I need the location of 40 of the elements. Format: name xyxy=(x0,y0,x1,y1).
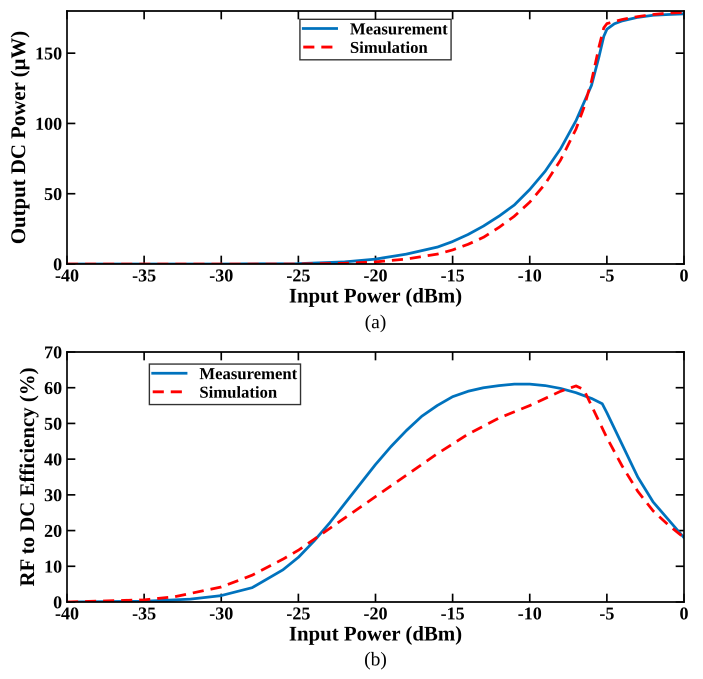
x-tick-label: -10 xyxy=(518,269,542,282)
x-tick-label: -20 xyxy=(364,269,387,282)
y-tick-label: 30 xyxy=(44,489,62,502)
y-tick-label: 20 xyxy=(44,524,62,538)
y-tick-label: 100 xyxy=(36,118,62,130)
x-tick-label: -35 xyxy=(132,607,156,620)
y-tick-label: 70 xyxy=(45,346,62,358)
x-tick-label: -30 xyxy=(210,269,233,282)
x-tick-label: -20 xyxy=(364,607,387,620)
x-tick-label: -10 xyxy=(518,607,542,620)
x-tick-label: -40 xyxy=(56,269,78,282)
y-tick-label: 150 xyxy=(36,47,62,60)
x-tick-label: -30 xyxy=(210,607,233,620)
legend-label: Simulation xyxy=(200,386,277,398)
x-axis-title: Input Power (dBm) xyxy=(290,288,462,307)
x-tick-label: 0 xyxy=(680,269,688,282)
x-tick-label: -25 xyxy=(287,607,310,620)
x-tick-label: -15 xyxy=(441,269,464,282)
x-tick-label: -15 xyxy=(441,607,464,620)
y-tick-label: 0 xyxy=(54,258,62,270)
y-tick-label: 40 xyxy=(44,453,62,466)
x-tick-label: -35 xyxy=(132,269,156,282)
x-tick-label: 0 xyxy=(680,607,688,620)
y-tick-label: 60 xyxy=(44,382,62,394)
x-tick-label: -5 xyxy=(600,270,614,282)
y-tick-label: 50 xyxy=(44,188,62,200)
text: (a) xyxy=(366,314,386,332)
x-tick-label: -25 xyxy=(287,269,310,282)
y-tick-label: 10 xyxy=(46,560,62,573)
text: (b) xyxy=(365,652,386,670)
x-tick-label: -5 xyxy=(600,608,614,620)
legend-label: Measurement xyxy=(200,368,298,380)
legend-label: Measurement xyxy=(350,23,448,35)
x-tick-label: -40 xyxy=(56,607,78,620)
y-tick-label: 0 xyxy=(54,596,62,608)
x-axis-title: Input Power (dBm) xyxy=(290,626,462,645)
legend-label: Simulation xyxy=(350,41,428,54)
y-tick-label: 50 xyxy=(44,418,62,430)
y-axis-title: RF to DC Efficiency (%) xyxy=(19,368,39,586)
y-axis-title: Output DC Power (μW) xyxy=(10,32,30,244)
